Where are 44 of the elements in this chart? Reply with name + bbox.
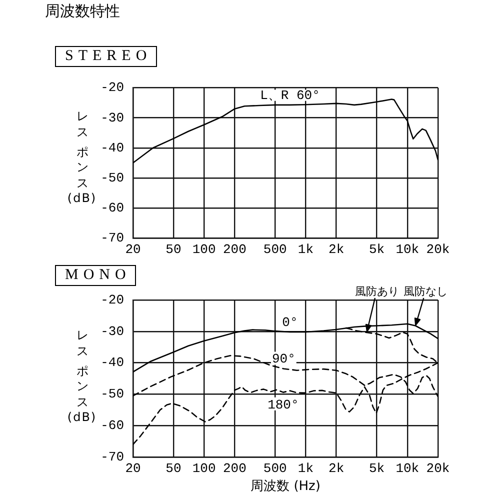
- y-tick-label: -70: [100, 230, 124, 246]
- annotation: 風防なし: [403, 285, 448, 298]
- y-axis-title: レスポンス (dB): [67, 103, 97, 205]
- y-axis-title: レスポンス (dB): [67, 322, 97, 424]
- x-tick-label: 100: [192, 461, 216, 476]
- x-tick-label: 50: [166, 461, 182, 476]
- x-tick-label: 5k: [368, 242, 385, 258]
- x-tick-label: 10k: [396, 242, 420, 258]
- y-tick-label: -20: [100, 292, 124, 308]
- x-tick-label: 200: [222, 461, 246, 476]
- y-tick-label: -30: [100, 324, 124, 339]
- y-tick-label: -20: [100, 80, 124, 96]
- y-tick-label: -60: [100, 200, 124, 216]
- y-tick-label: -50: [100, 170, 124, 186]
- x-tick-label: 2k: [328, 461, 344, 476]
- x-tick-label: 200: [222, 242, 246, 258]
- x-tick-label: 10k: [396, 461, 420, 476]
- chart-title: 周波数特性: [45, 2, 120, 21]
- chart-subtitle: MONO: [55, 265, 136, 286]
- series-label: 180°: [268, 397, 299, 412]
- y-tick-label: -40: [100, 140, 124, 156]
- x-tick-label: 2k: [328, 242, 344, 258]
- x-tick-label: 50: [166, 242, 182, 258]
- y-tick-label: -40: [100, 355, 124, 370]
- x-tick-label: 500: [263, 242, 287, 258]
- x-tick-label: 20: [125, 461, 141, 476]
- x-tick-label: 5k: [368, 461, 385, 476]
- x-tick-label: 1k: [298, 242, 314, 258]
- y-tick-label: -60: [100, 418, 124, 434]
- y-tick-label: -70: [100, 449, 124, 464]
- annotation: 風防あり: [354, 285, 399, 298]
- x-tick-label: 1k: [298, 461, 314, 476]
- x-tick-label: 500: [263, 461, 287, 476]
- y-tick-label: -50: [100, 386, 124, 402]
- series-label: 90°: [272, 352, 296, 367]
- x-tick-label: 20k: [426, 242, 450, 258]
- y-tick-label: -30: [100, 110, 124, 126]
- x-tick-label: 100: [192, 242, 216, 258]
- x-axis-title: 周波数 (Hz): [250, 478, 322, 495]
- series-label: L、R 60°: [260, 88, 320, 103]
- series-label: 0°: [282, 314, 298, 330]
- x-tick-label: 20: [125, 242, 141, 258]
- chart-subtitle: STEREO: [55, 46, 157, 67]
- x-tick-label: 20k: [426, 461, 450, 476]
